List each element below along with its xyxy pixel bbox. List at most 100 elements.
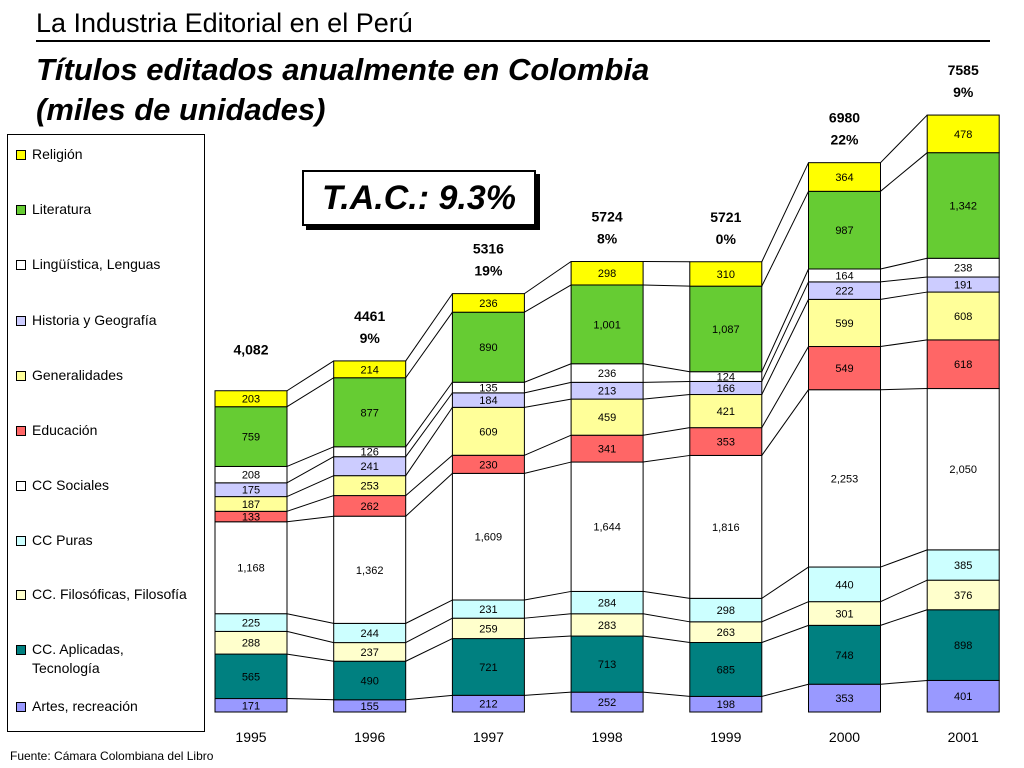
data-label: 203 bbox=[242, 394, 260, 406]
series-connector bbox=[643, 454, 690, 463]
legend-item: CC Sociales bbox=[16, 476, 194, 495]
data-label: 284 bbox=[598, 598, 616, 610]
bar-segment bbox=[926, 152, 1000, 259]
data-label: 385 bbox=[954, 560, 972, 572]
bar-segment bbox=[808, 683, 881, 713]
series-connector bbox=[524, 261, 572, 295]
legend-label: Generalidades bbox=[32, 366, 124, 383]
series-connector bbox=[761, 191, 809, 287]
series-connector bbox=[405, 293, 453, 362]
data-label: 1,644 bbox=[593, 522, 621, 534]
data-label: 253 bbox=[361, 481, 379, 493]
legend-label: CC Puras bbox=[32, 532, 93, 549]
page-header: La Industria Editorial en el Perú bbox=[36, 8, 413, 38]
data-label: 263 bbox=[717, 627, 735, 639]
series-connector bbox=[286, 630, 334, 644]
legend-label: Artes, recreación bbox=[32, 698, 138, 714]
chart-title-line-2: (miles de unidades) bbox=[36, 92, 326, 127]
legend-item: Artes, recreación bbox=[16, 697, 194, 716]
data-label: 238 bbox=[954, 263, 972, 275]
bar-segment bbox=[808, 346, 881, 391]
data-label: 236 bbox=[479, 298, 497, 310]
series-connector bbox=[524, 461, 572, 474]
legend-swatch bbox=[16, 205, 26, 216]
bar-segment bbox=[333, 360, 407, 379]
series-connector bbox=[761, 268, 809, 372]
series-connector bbox=[524, 363, 572, 383]
bar-segment bbox=[926, 339, 1000, 390]
bar-segment bbox=[926, 579, 1000, 611]
x-tick-label: 1998 bbox=[592, 729, 623, 745]
data-label: 244 bbox=[361, 628, 379, 640]
data-label: 191 bbox=[954, 280, 972, 292]
series-connector bbox=[761, 281, 809, 382]
data-label: 237 bbox=[361, 647, 379, 659]
series-connector bbox=[286, 613, 334, 624]
data-label: 301 bbox=[835, 609, 853, 621]
data-label: 171 bbox=[242, 700, 260, 712]
bar-segment bbox=[570, 261, 644, 286]
total-label: 5724 bbox=[592, 209, 623, 225]
series-connector bbox=[643, 394, 690, 400]
series-connector bbox=[405, 617, 453, 644]
series-connector bbox=[524, 691, 572, 696]
x-tick-label: 1997 bbox=[473, 729, 504, 745]
series-connector bbox=[286, 698, 334, 701]
bar-segment bbox=[214, 521, 288, 615]
series-connector bbox=[286, 515, 334, 523]
series-connector bbox=[405, 392, 453, 457]
x-tick-label: 1995 bbox=[235, 729, 266, 745]
bar-segment bbox=[570, 284, 644, 365]
data-label: 421 bbox=[717, 406, 735, 418]
data-label: 898 bbox=[954, 640, 972, 652]
data-label: 208 bbox=[242, 470, 260, 482]
legend-swatch bbox=[16, 481, 26, 492]
bar-segment bbox=[926, 609, 1000, 681]
data-label: 364 bbox=[835, 172, 853, 184]
x-tick-label: 2000 bbox=[829, 729, 860, 745]
bar-segment bbox=[808, 190, 881, 270]
legend-swatch bbox=[16, 426, 26, 436]
legend-swatch bbox=[16, 315, 26, 326]
data-label: 288 bbox=[242, 638, 260, 650]
series-connector bbox=[643, 427, 690, 436]
series-connector bbox=[286, 653, 334, 662]
series-connector bbox=[880, 679, 928, 685]
series-connector bbox=[761, 566, 809, 599]
series-connector bbox=[286, 475, 334, 498]
data-label: 126 bbox=[361, 447, 379, 459]
data-label: 401 bbox=[954, 691, 972, 703]
bar-segment bbox=[214, 653, 288, 700]
bar-segment bbox=[689, 427, 763, 456]
chart-title-line-1: Títulos editados anualmente en Colombia bbox=[36, 52, 650, 87]
data-label: 166 bbox=[717, 383, 735, 395]
data-label: 225 bbox=[242, 618, 260, 630]
legend-label: Educación bbox=[32, 422, 98, 438]
data-label: 341 bbox=[598, 444, 616, 456]
bar-segment bbox=[451, 311, 525, 383]
bar-segment bbox=[926, 679, 1000, 713]
x-tick-label: 1999 bbox=[710, 729, 741, 745]
series-connector bbox=[524, 590, 572, 601]
data-label: 310 bbox=[717, 269, 735, 281]
data-label: 155 bbox=[361, 701, 379, 713]
bar-segment bbox=[451, 293, 525, 313]
series-connector bbox=[761, 683, 809, 697]
data-label: 353 bbox=[717, 437, 735, 449]
series-connector bbox=[643, 635, 690, 644]
bar-segment bbox=[808, 566, 881, 603]
series-connector bbox=[524, 635, 572, 640]
bar-segment bbox=[333, 660, 407, 701]
total-label: 6980 bbox=[829, 110, 860, 126]
series-connector bbox=[405, 599, 453, 624]
data-label: 198 bbox=[717, 699, 735, 711]
series-connector bbox=[880, 257, 928, 270]
series-connector bbox=[643, 590, 690, 599]
legend-label: Religión bbox=[32, 146, 83, 162]
series-connector bbox=[524, 284, 572, 313]
chart-title: Títulos editados anualmente en Colombia … bbox=[36, 50, 649, 130]
legend-item: CC Puras bbox=[16, 531, 194, 550]
data-label: 133 bbox=[242, 512, 260, 524]
legend-item: Literatura bbox=[16, 200, 194, 219]
